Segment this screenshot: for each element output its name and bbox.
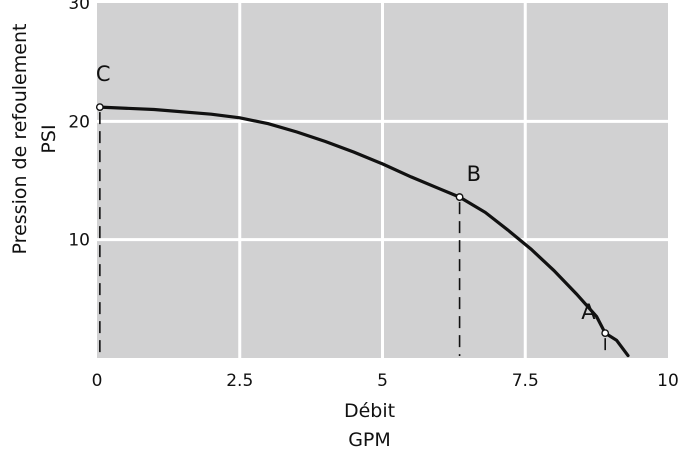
point-label-c: C [96,62,111,86]
x-tick-labels: 0 2.5 5 7.5 10 [92,371,679,391]
y-axis-unit: PSI [38,124,60,153]
point-marker-b [455,193,464,201]
point-label-b: B [467,162,481,186]
pump-curve-line [98,105,630,358]
y-axis-label: Pression de refoulement [9,24,31,255]
point-markers: C B A [95,62,610,338]
x-tick-label: 10 [657,371,679,391]
point-marker-c [95,103,104,112]
drop-lines [99,112,606,356]
x-axis-unit: GPM [348,429,391,451]
x-axis-label: Débit [344,400,395,422]
y-tick-labels: 10 20 30 [68,0,90,251]
y-tick-label: 10 [68,231,90,251]
point-marker-a [601,329,610,338]
x-tick-label: 5 [377,371,388,391]
y-tick-label: 30 [68,0,90,14]
point-label-a: A [581,300,596,324]
x-tick-label: 7.5 [512,371,539,391]
x-tick-label: 0 [92,371,103,391]
x-tick-label: 2.5 [226,371,253,391]
y-tick-label: 20 [68,112,90,132]
grid-lines [97,3,668,358]
